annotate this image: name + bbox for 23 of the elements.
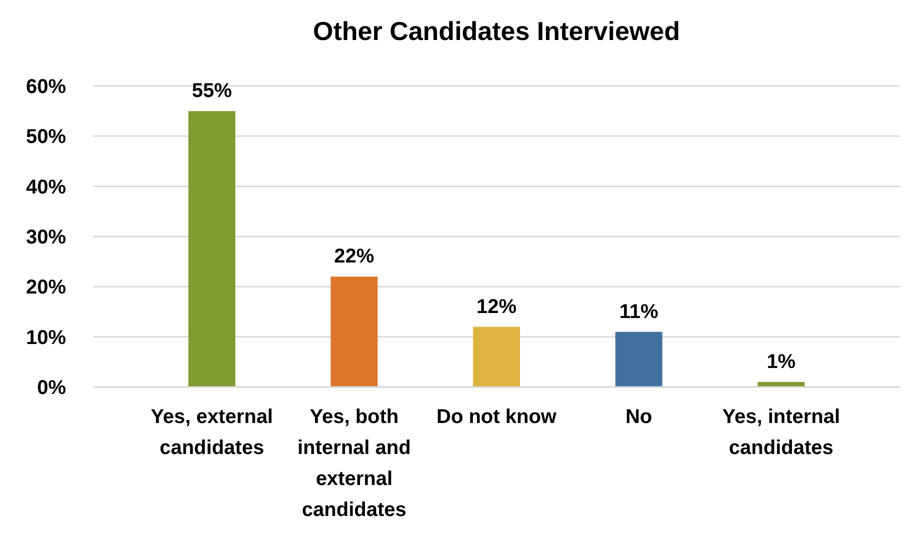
x-tick-label: No <box>625 406 652 428</box>
data-label: 55% <box>192 80 232 102</box>
x-tick-label: Yes, both internal and external candidates <box>297 406 411 521</box>
data-label: 22% <box>334 246 374 268</box>
data-label: 1% <box>766 350 796 373</box>
x-tick-label: Yes, external candidates <box>150 406 273 459</box>
x-tick-label: Do not know <box>436 406 557 428</box>
y-tick-label: 0% <box>37 377 66 399</box>
bar <box>615 332 662 387</box>
bar <box>330 276 378 387</box>
bar <box>188 111 236 387</box>
y-tick-label: 20% <box>26 276 66 299</box>
y-tick-label: 10% <box>26 326 66 349</box>
y-tick-label: 50% <box>26 126 66 148</box>
y-tick-label: 60% <box>26 76 66 98</box>
data-label: 11% <box>619 300 658 323</box>
y-tick-label: 40% <box>26 176 66 198</box>
bar <box>758 382 805 387</box>
bar <box>473 326 520 387</box>
y-tick-label: 30% <box>26 226 66 248</box>
data-label: 12% <box>476 296 517 318</box>
chart-title: Other Candidates Interviewed <box>313 16 680 46</box>
x-tick-label: Yes, internal candidates <box>722 406 840 459</box>
